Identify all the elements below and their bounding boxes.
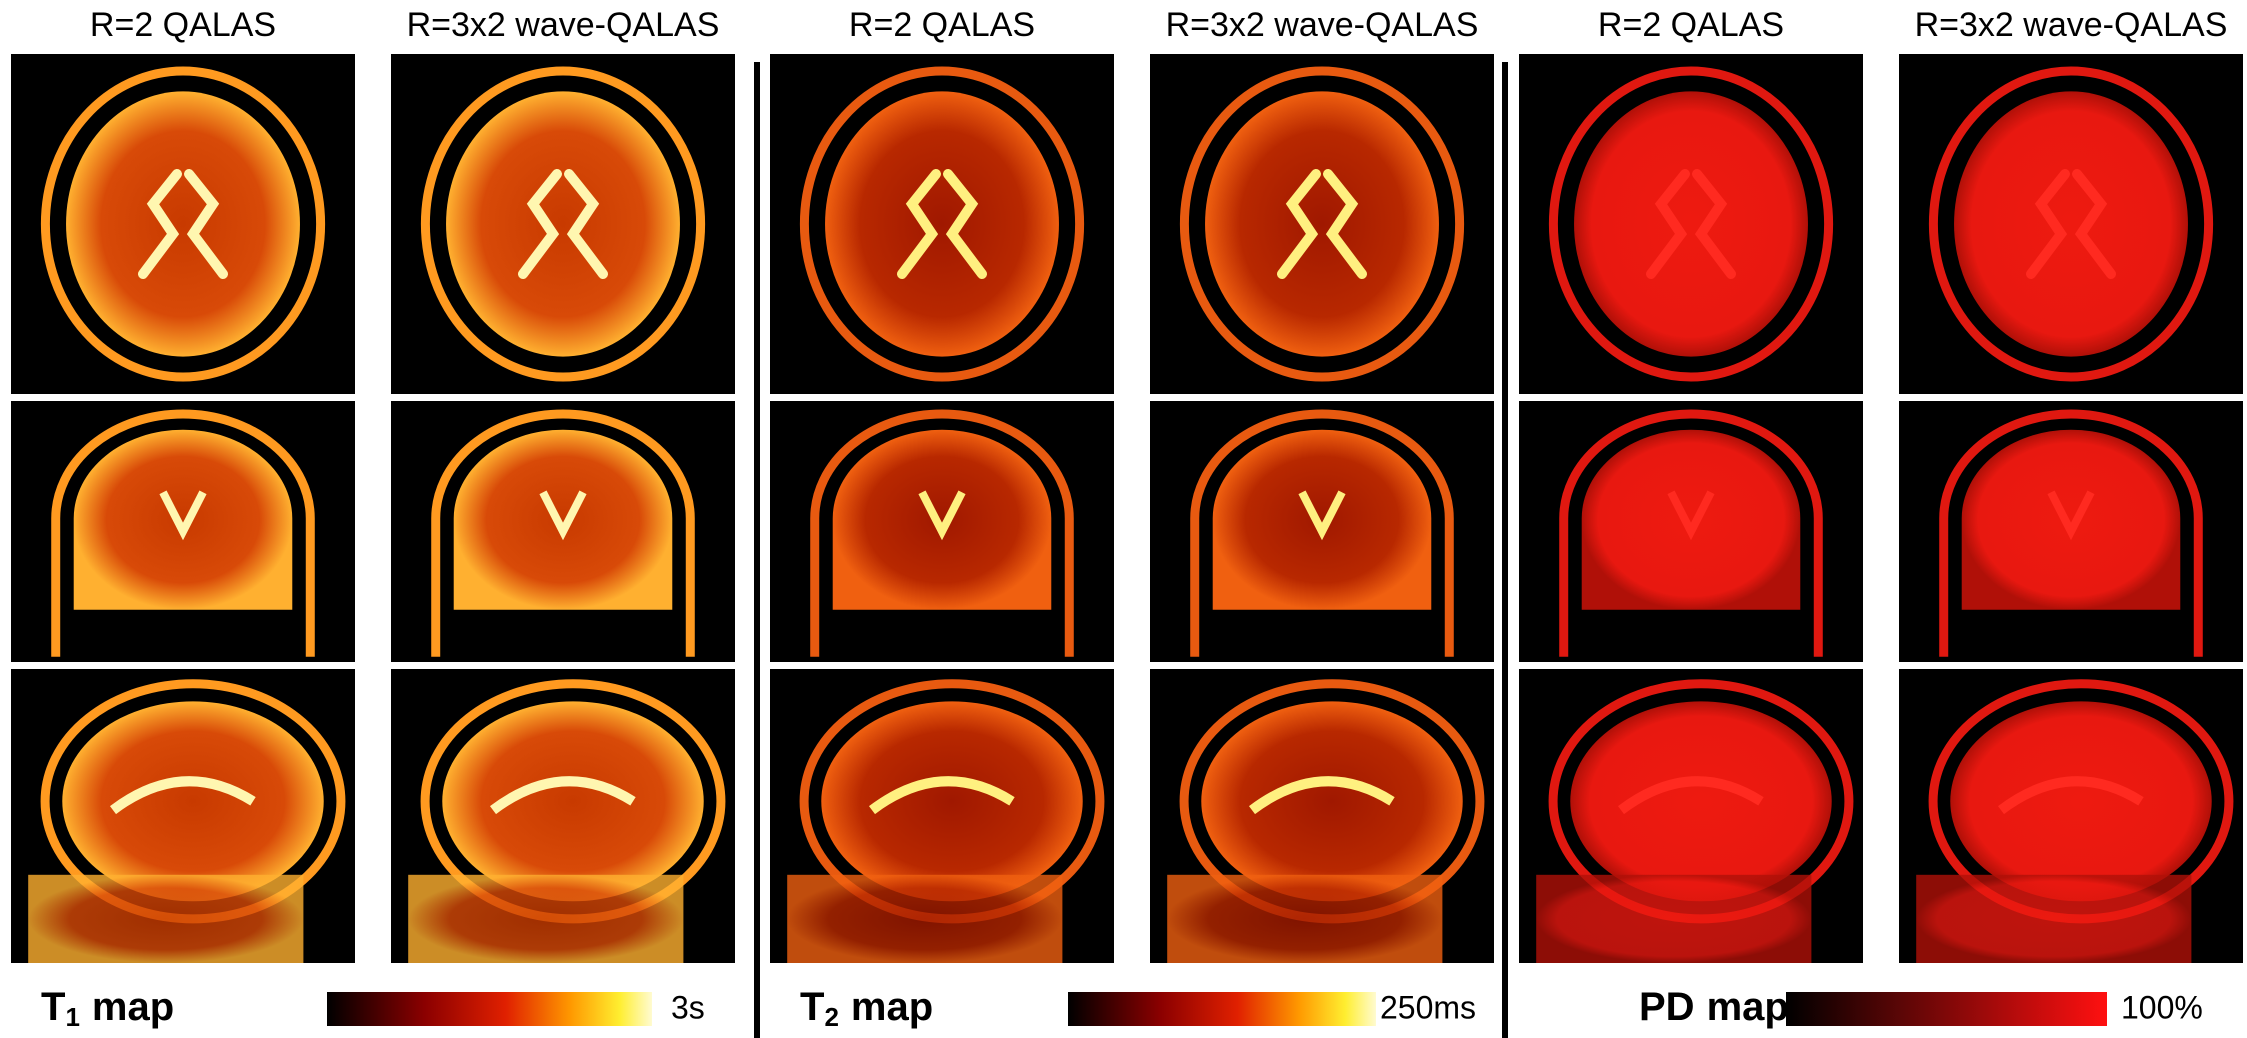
map-rest: map bbox=[851, 985, 933, 1029]
corpus-callosum bbox=[1617, 776, 1764, 815]
brain bbox=[1581, 429, 1801, 610]
map-label: PD map bbox=[1639, 985, 1789, 1029]
corpus-callosum bbox=[1997, 776, 2144, 815]
column-header: R=2 QALAS bbox=[1598, 6, 1784, 44]
neck bbox=[1167, 874, 1443, 963]
brain bbox=[446, 91, 680, 357]
ventricles bbox=[2047, 490, 2095, 541]
corpus-callosum bbox=[868, 776, 1015, 815]
skull bbox=[810, 409, 1074, 657]
colorbar bbox=[1068, 992, 1376, 1026]
brain bbox=[62, 701, 324, 902]
column-header: R=3x2 wave-QALAS bbox=[407, 6, 720, 44]
ventricles bbox=[159, 490, 207, 541]
skull bbox=[1939, 409, 2203, 657]
brain bbox=[1201, 701, 1463, 902]
ventricles bbox=[2026, 169, 2116, 279]
colorbar bbox=[1786, 992, 2107, 1026]
neck bbox=[1916, 874, 2192, 963]
panel: R=2 QALAS R=3x2 wave-QALAS PD map 100% bbox=[1519, 6, 2243, 1029]
ventricles bbox=[1298, 490, 1346, 541]
corpus-callosum bbox=[489, 776, 636, 815]
brain bbox=[1212, 429, 1432, 610]
column-header: R=2 QALAS bbox=[90, 6, 276, 44]
neck bbox=[408, 874, 684, 963]
map-label: T1 map bbox=[41, 985, 174, 1032]
brain bbox=[1961, 429, 2181, 610]
skull bbox=[1179, 66, 1465, 382]
colorbar-label: 3s bbox=[671, 989, 705, 1025]
skull bbox=[431, 409, 695, 657]
brain bbox=[442, 701, 704, 902]
ventricles bbox=[138, 169, 228, 279]
ventricles bbox=[918, 490, 966, 541]
map-symbol: PD bbox=[1639, 985, 1695, 1029]
neck bbox=[28, 874, 304, 963]
brain bbox=[1950, 701, 2212, 902]
corpus-callosum bbox=[1248, 776, 1395, 815]
skull bbox=[40, 66, 326, 382]
ventricles bbox=[1667, 490, 1715, 541]
brain bbox=[821, 701, 1083, 902]
column-header: R=3x2 wave-QALAS bbox=[1166, 6, 1479, 44]
ventricles bbox=[518, 169, 608, 279]
colorbar bbox=[327, 992, 652, 1026]
column-header: R=2 QALAS bbox=[849, 6, 1035, 44]
brain bbox=[832, 429, 1052, 610]
colorbar-label: 100% bbox=[2121, 989, 2203, 1025]
map-subscript: 1 bbox=[65, 1002, 79, 1032]
brain bbox=[1205, 91, 1439, 357]
brain bbox=[1574, 91, 1808, 357]
brain bbox=[73, 429, 293, 610]
skull bbox=[420, 66, 706, 382]
colorbar-label: 250ms bbox=[1380, 989, 1476, 1025]
neck bbox=[1536, 874, 1812, 963]
column-header: R=3x2 wave-QALAS bbox=[1915, 6, 2228, 44]
map-symbol: T bbox=[800, 985, 824, 1029]
skull bbox=[1548, 66, 1834, 382]
panel: R=2 QALAS R=3x2 wave-QALAS T2 map 250ms bbox=[770, 6, 1494, 1032]
ventricles bbox=[897, 169, 987, 279]
ventricles bbox=[1277, 169, 1367, 279]
brain bbox=[66, 91, 300, 357]
ventricles bbox=[539, 490, 587, 541]
map-symbol: T bbox=[41, 985, 65, 1029]
brain bbox=[453, 429, 673, 610]
skull bbox=[51, 409, 315, 657]
skull bbox=[1559, 409, 1823, 657]
brain bbox=[825, 91, 1059, 357]
ventricles bbox=[1646, 169, 1736, 279]
map-label: T2 map bbox=[800, 985, 933, 1032]
brain bbox=[1954, 91, 2188, 357]
skull bbox=[1928, 66, 2214, 382]
skull bbox=[1190, 409, 1454, 657]
panel: R=2 QALAS R=3x2 wave-QALAS T1 map 3s bbox=[11, 6, 735, 1032]
brain bbox=[1570, 701, 1832, 902]
skull bbox=[799, 66, 1085, 382]
map-subscript: 2 bbox=[824, 1002, 838, 1032]
neck bbox=[787, 874, 1063, 963]
corpus-callosum bbox=[109, 776, 256, 815]
map-rest: map bbox=[92, 985, 174, 1029]
map-rest: map bbox=[1707, 985, 1789, 1029]
